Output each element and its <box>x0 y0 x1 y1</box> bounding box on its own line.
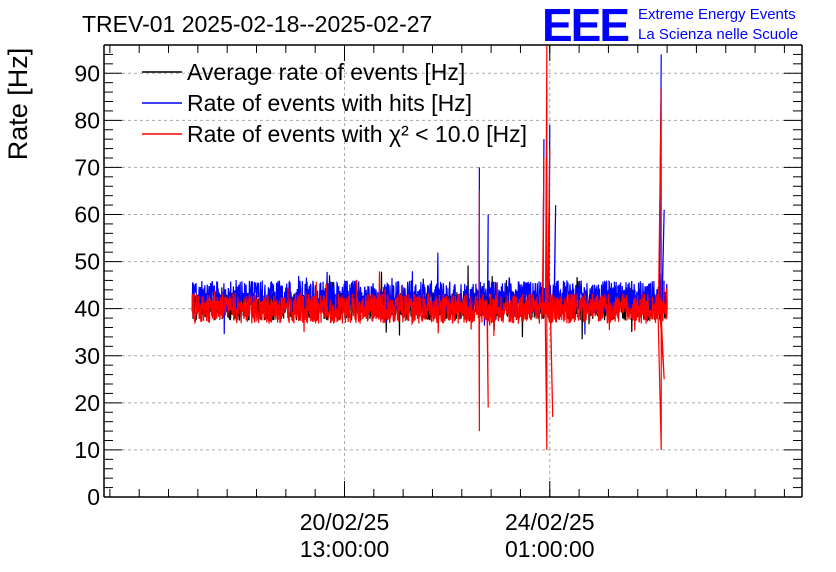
eee-logo-mark: EEE <box>542 0 628 51</box>
y-tick-label: 30 <box>74 343 100 369</box>
legend-label-average: Average rate of events [Hz] <box>187 59 465 85</box>
y-tick-label: 80 <box>74 107 100 133</box>
y-tick-label: 0 <box>87 484 100 510</box>
y-tick-label: 50 <box>74 249 100 275</box>
x-tick-label-date: 20/02/25 <box>300 509 390 535</box>
y-tick-label: 60 <box>74 202 100 228</box>
x-tick-label-time: 01:00:00 <box>505 536 595 562</box>
legend-label-hits: Rate of events with hits [Hz] <box>187 90 472 116</box>
series-line-2 <box>191 44 668 450</box>
chart-title: TREV-01 2025-02-18--2025-02-27 <box>82 11 432 37</box>
eee-logo: EEE Extreme Energy Events La Scienza nel… <box>542 0 798 51</box>
y-tick-label: 10 <box>74 437 100 463</box>
y-axis-label: Rate [Hz] <box>3 48 33 161</box>
x-tick-label-time: 13:00:00 <box>300 536 390 562</box>
x-tick-label-date: 24/02/25 <box>505 509 595 535</box>
eee-logo-line1: Extreme Energy Events <box>638 6 796 23</box>
legend-label-chi2: Rate of events with χ² < 10.0 [Hz] <box>187 121 527 147</box>
y-tick-label: 90 <box>74 60 100 86</box>
series-layer <box>191 44 668 450</box>
y-tick-label: 40 <box>74 296 100 322</box>
legend: Average rate of events [Hz] Rate of even… <box>142 59 527 147</box>
y-tick-label: 20 <box>74 390 100 416</box>
eee-logo-line2: La Scienza nelle Scuole <box>638 26 798 43</box>
y-tick-label: 70 <box>74 154 100 180</box>
